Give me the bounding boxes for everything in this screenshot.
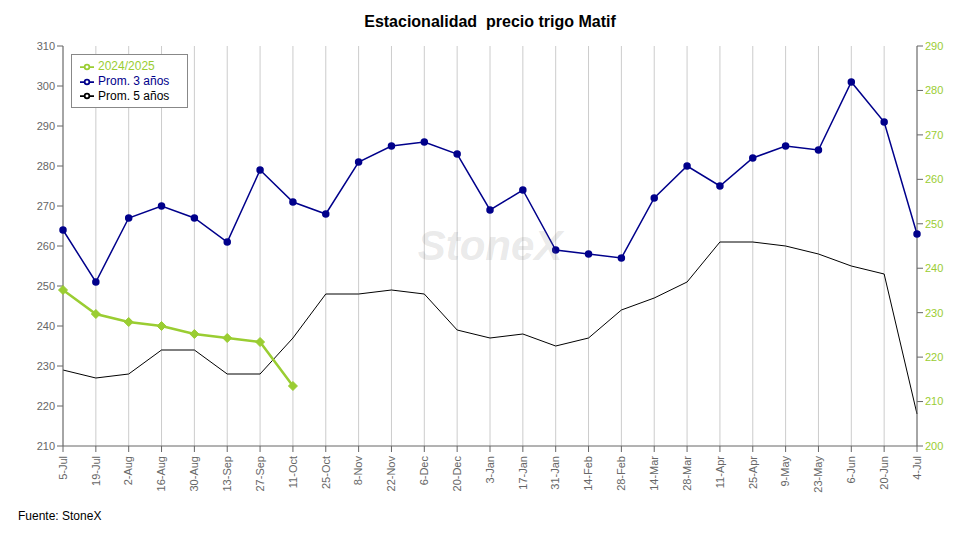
svg-text:300: 300 <box>37 80 55 92</box>
svg-text:250: 250 <box>925 218 943 230</box>
svg-text:270: 270 <box>925 129 943 141</box>
svg-text:230: 230 <box>925 307 943 319</box>
svg-text:310: 310 <box>37 40 55 52</box>
svg-text:6-Dec: 6-Dec <box>418 456 430 486</box>
html-text:Estacionalidad precio trigo Ma: Estacionalidad precio trigo Matif <box>364 13 616 30</box>
svg-text:14-Mar: 14-Mar <box>648 456 660 491</box>
svg-text:11-Apr: 11-Apr <box>714 456 726 489</box>
svg-text:19-Jul: 19-Jul <box>90 456 102 486</box>
html-text:Prom. 5 años: Prom. 5 años <box>98 88 170 103</box>
svg-text:20-Dec: 20-Dec <box>451 456 463 492</box>
svg-text:230: 230 <box>37 360 55 372</box>
svg-text:3-Jan: 3-Jan <box>484 456 496 484</box>
svg-text:260: 260 <box>37 240 55 252</box>
svg-text:23-May: 23-May <box>812 456 824 493</box>
svg-text:30-Aug: 30-Aug <box>188 456 200 491</box>
svg-text:25-Apr: 25-Apr <box>747 456 759 489</box>
svg-text:210: 210 <box>37 440 55 452</box>
svg-text:17-Jan: 17-Jan <box>517 456 529 490</box>
svg-text:20-Jun: 20-Jun <box>878 456 890 490</box>
html-text:Prom. 3 años: Prom. 3 años <box>98 73 170 88</box>
svg-text:210: 210 <box>925 395 943 407</box>
svg-text:240: 240 <box>37 320 55 332</box>
svg-text:4-Jul: 4-Jul <box>911 456 923 480</box>
svg-text:220: 220 <box>37 400 55 412</box>
svg-text:5-Jul: 5-Jul <box>57 456 69 480</box>
svg-text:13-Sep: 13-Sep <box>221 456 233 491</box>
svg-text:31-Jan: 31-Jan <box>550 456 562 490</box>
svg-text:11-Oct: 11-Oct <box>287 456 299 488</box>
svg-text:200: 200 <box>925 440 943 452</box>
svg-text:250: 250 <box>37 280 55 292</box>
svg-text:22-Nov: 22-Nov <box>385 456 397 492</box>
svg-text:25-Oct: 25-Oct <box>320 456 332 489</box>
svg-text:27-Sep: 27-Sep <box>254 456 266 491</box>
svg-text:260: 260 <box>925 173 943 185</box>
svg-text:290: 290 <box>37 120 55 132</box>
svg-text:8-Nov: 8-Nov <box>352 456 364 486</box>
svg-text:240: 240 <box>925 262 943 274</box>
svg-text:28-Mar: 28-Mar <box>681 456 693 491</box>
svg-text:28-Feb: 28-Feb <box>615 456 627 491</box>
svg-text:220: 220 <box>925 351 943 363</box>
svg-text:270: 270 <box>37 200 55 212</box>
svg-text:14-Feb: 14-Feb <box>582 456 594 491</box>
html-text:StoneX: StoneX <box>417 222 563 269</box>
html-text:Fuente: StoneX: Fuente: StoneX <box>18 509 102 523</box>
svg-text:290: 290 <box>925 40 943 52</box>
html-text:2024/2025: 2024/2025 <box>98 59 155 73</box>
svg-text:280: 280 <box>925 84 943 96</box>
svg-text:6-Jun: 6-Jun <box>845 456 857 484</box>
svg-text:9-May: 9-May <box>779 456 791 487</box>
svg-text:2-Aug: 2-Aug <box>123 456 135 485</box>
svg-text:16-Aug: 16-Aug <box>155 456 167 491</box>
svg-text:280: 280 <box>37 160 55 172</box>
